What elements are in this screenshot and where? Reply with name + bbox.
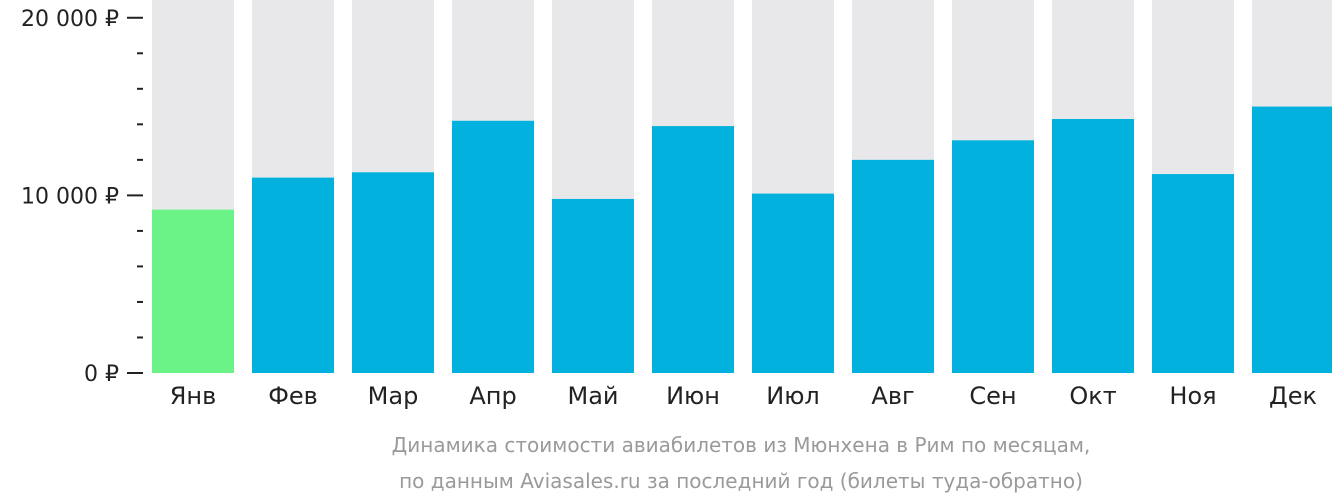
x-tick-label: Фев <box>268 382 318 410</box>
bar-7[interactable] <box>852 159 934 373</box>
bar-10[interactable] <box>1152 174 1234 373</box>
x-axis-labels: Янв Фев Мар Апр Май Июн Июл Авг Сен Окт Ноя Дек <box>170 382 1317 410</box>
x-tick-label: Ноя <box>1169 382 1216 410</box>
x-tick-label: Июн <box>666 382 720 410</box>
x-tick-label: Сен <box>969 382 1016 410</box>
y-tick-label: 0 ₽ <box>84 362 119 387</box>
y-tick-label: 20 000 ₽ <box>21 7 119 32</box>
bar-0[interactable] <box>152 209 234 373</box>
x-tick-label: Авг <box>871 382 914 410</box>
x-tick-label: Июл <box>766 382 820 410</box>
x-tick-label: Дек <box>1269 382 1317 410</box>
bar-6[interactable] <box>752 193 834 373</box>
x-tick-label: Апр <box>469 382 516 410</box>
bar-11[interactable] <box>1252 106 1332 374</box>
bar-9[interactable] <box>1052 119 1134 373</box>
caption-line-1: Динамика стоимости авиабилетов из Мюнхен… <box>392 433 1091 457</box>
x-tick-label: Янв <box>170 382 217 410</box>
caption-line-2: по данным Aviasales.ru за последний год … <box>399 469 1083 493</box>
x-tick-label: Май <box>567 382 618 410</box>
bar-8[interactable] <box>952 140 1034 373</box>
bar-5[interactable] <box>652 126 734 373</box>
bar-2[interactable] <box>352 172 434 373</box>
x-tick-label: Мар <box>368 382 419 410</box>
bar-3[interactable] <box>452 120 534 374</box>
y-tick-label: 10 000 ₽ <box>21 184 119 209</box>
bar-1[interactable] <box>252 177 334 373</box>
y-axis: 0 ₽ 10 000 ₽ 20 000 ₽ <box>21 7 143 387</box>
bars <box>152 106 1332 374</box>
bar-4[interactable] <box>552 198 634 373</box>
x-tick-label: Окт <box>1069 382 1116 410</box>
